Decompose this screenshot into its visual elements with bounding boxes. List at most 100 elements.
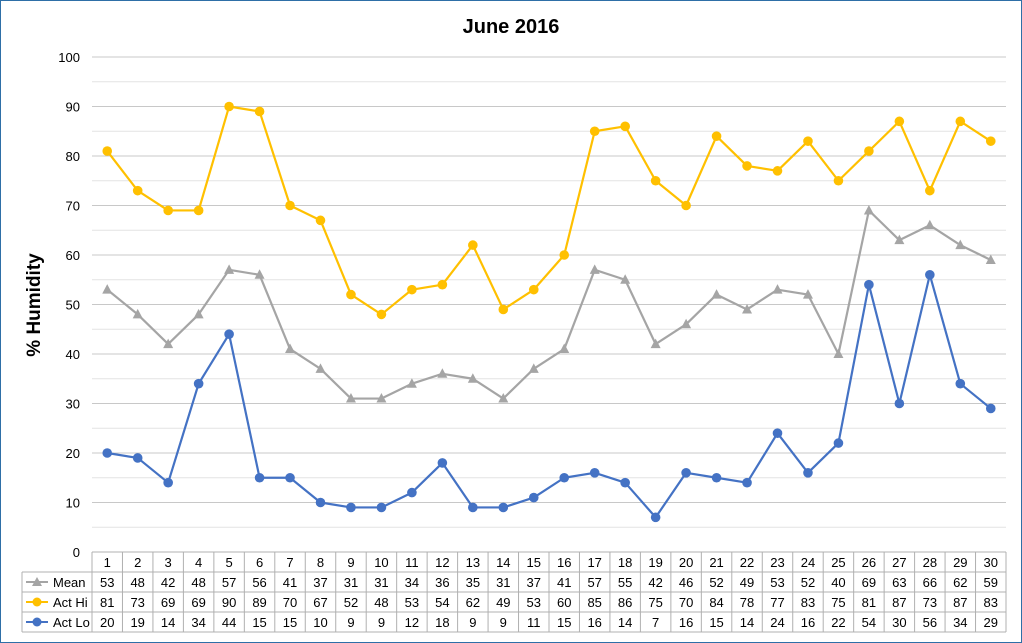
table-cell: 37 [313, 575, 327, 590]
table-cell: 31 [496, 575, 510, 590]
data-point [559, 472, 570, 483]
table-cell: 36 [435, 575, 449, 590]
x-tick-label: 23 [770, 555, 784, 570]
data-point [833, 348, 844, 358]
data-point [589, 126, 600, 137]
table-cell: 48 [374, 595, 388, 610]
data-point [224, 264, 235, 274]
table-cell: 40 [831, 575, 845, 590]
table-cell: 77 [770, 595, 784, 610]
table-cell: 75 [648, 595, 662, 610]
y-tick-label: 80 [66, 149, 80, 164]
table-cell: 60 [557, 595, 571, 610]
series-mean [102, 204, 996, 403]
data-point [955, 378, 966, 389]
series-line [106, 209, 992, 400]
y-tick-label: 30 [66, 397, 80, 412]
table-cell: 48 [191, 575, 205, 590]
y-tick-label: 70 [66, 199, 80, 214]
table-cell: 78 [740, 595, 754, 610]
data-point [498, 393, 509, 403]
table-cell: 53 [405, 595, 419, 610]
data-point [620, 477, 630, 488]
data-point [254, 269, 265, 279]
data-point [163, 477, 173, 488]
x-tick-label: 1 [104, 555, 111, 570]
y-tick-label: 20 [66, 446, 80, 461]
table-cell: 16 [801, 615, 815, 630]
data-point [102, 448, 113, 458]
x-tick-label: 27 [892, 555, 906, 570]
data-point [589, 468, 600, 478]
data-point [894, 116, 905, 127]
legend-key-marker [32, 597, 42, 607]
data-point [528, 492, 539, 503]
table-cell: 34 [953, 615, 967, 630]
table-cell: 69 [161, 595, 175, 610]
table-cell: 9 [469, 615, 476, 630]
x-tick-label: 30 [984, 555, 998, 570]
table-cell: 14 [161, 615, 175, 630]
table-cell: 41 [283, 575, 297, 590]
series-line [106, 105, 992, 316]
x-tick-label: 19 [648, 555, 662, 570]
data-point [193, 378, 204, 389]
data-point [711, 472, 722, 483]
x-tick-label: 5 [225, 555, 232, 570]
x-tick-label: 26 [862, 555, 876, 570]
table-cell: 42 [648, 575, 662, 590]
chart-title: June 2016 [463, 16, 560, 38]
table-cell: 55 [618, 575, 632, 590]
data-point [346, 289, 356, 300]
data-point [498, 502, 509, 513]
data-point [468, 240, 478, 250]
data-point [711, 131, 722, 141]
data-point [254, 472, 265, 483]
table-cell: 52 [344, 595, 358, 610]
table-cell: 9 [378, 615, 385, 630]
table-cell: 18 [435, 615, 449, 630]
table-cell: 41 [557, 575, 571, 590]
data-point [772, 284, 783, 294]
data-point [407, 487, 417, 498]
data-point [894, 234, 905, 245]
data-point [407, 284, 417, 295]
data-point [833, 175, 844, 186]
data-point [742, 161, 752, 171]
table-cell: 52 [801, 575, 815, 590]
table-cell: 34 [191, 615, 205, 630]
x-tick-label: 16 [557, 555, 571, 570]
data-point [681, 318, 692, 329]
table-cell: 22 [831, 615, 845, 630]
x-tick-label: 4 [195, 555, 202, 570]
table-cell: 69 [191, 595, 205, 610]
table-cell: 9 [347, 615, 354, 630]
legend-key-marker [32, 617, 42, 627]
data-point [985, 136, 996, 146]
x-tick-label: 14 [496, 555, 510, 570]
table-cell: 42 [161, 575, 175, 590]
data-point [437, 368, 448, 378]
data-point [224, 101, 234, 112]
data-point [985, 403, 996, 414]
table-cell: 10 [313, 615, 327, 630]
data-point [833, 438, 844, 448]
table-cell: 83 [801, 595, 815, 610]
y-tick-label: 10 [66, 496, 80, 511]
table-cell: 89 [252, 595, 266, 610]
table-cell: 70 [679, 595, 693, 610]
table-cell: 75 [831, 595, 845, 610]
table-cell: 62 [466, 595, 480, 610]
table-cell: 48 [130, 575, 144, 590]
table-cell: 63 [892, 575, 906, 590]
y-tick-label: 100 [58, 50, 80, 65]
x-tick-label: 24 [801, 555, 815, 570]
x-tick-label: 6 [256, 555, 263, 570]
table-cell: 59 [984, 575, 998, 590]
data-point [406, 378, 417, 388]
table-cell: 54 [862, 615, 876, 630]
table-cell: 14 [740, 615, 754, 630]
table-cell: 30 [892, 615, 906, 630]
data-point [285, 200, 295, 211]
